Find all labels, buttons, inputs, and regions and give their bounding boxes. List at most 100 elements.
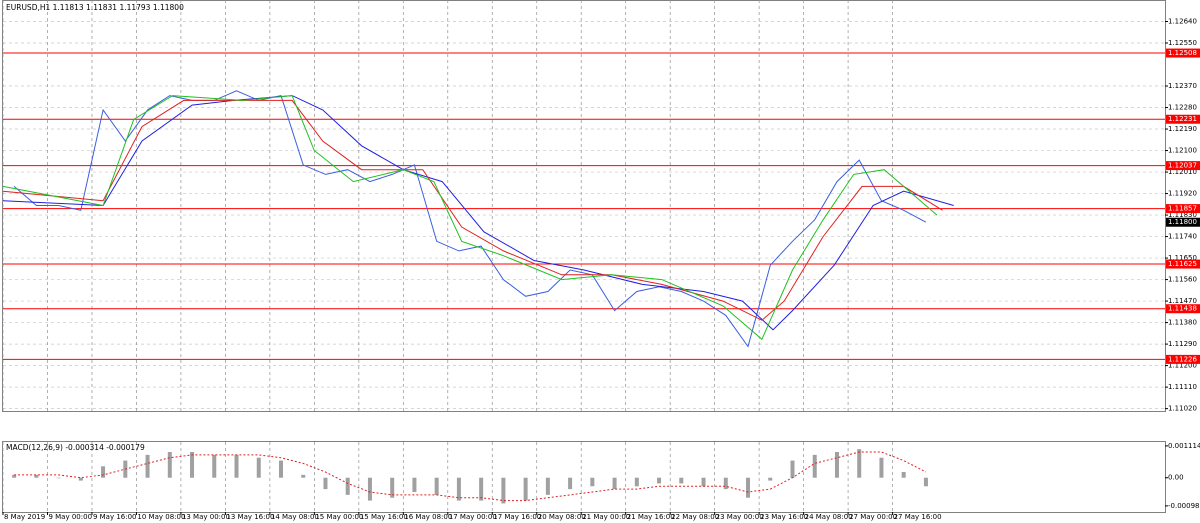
y-tick-label: 1.11560 bbox=[1168, 276, 1197, 284]
y-tick-label: 1.12640 bbox=[1168, 18, 1197, 26]
x-tick-label: 13 May 00:00 bbox=[182, 513, 230, 521]
y-tick-label: 1.11920 bbox=[1168, 190, 1197, 198]
histogram-bar bbox=[657, 477, 662, 484]
histogram-bar bbox=[390, 477, 395, 498]
axes: 1.12640 1.12550 1.12370 1.12280 1.12190 1.121… bbox=[2, 18, 1200, 521]
level-label: 1.11438 bbox=[1168, 305, 1197, 313]
histogram-bar bbox=[901, 472, 906, 478]
histogram-bar bbox=[412, 477, 417, 492]
y-tick-label: 1.11650 bbox=[1168, 254, 1197, 262]
x-tick-label: 27 May 16:00 bbox=[894, 513, 942, 521]
x-tick-label: 9 May 00:00 bbox=[48, 513, 92, 521]
histogram-bar bbox=[923, 477, 928, 487]
level-label: 1.12231 bbox=[1168, 115, 1197, 123]
series-line bbox=[2, 95, 954, 331]
histogram-bar bbox=[679, 477, 684, 484]
histogram-bar bbox=[879, 457, 884, 478]
y-tick-label: 1.11470 bbox=[1168, 297, 1197, 305]
level-label: 1.11625 bbox=[1168, 260, 1197, 268]
level-label: 1.11857 bbox=[1168, 205, 1197, 213]
x-tick-label: 8 May 2019 bbox=[4, 513, 45, 521]
x-tick-label: 21 May 16:00 bbox=[627, 513, 675, 521]
y-tick-label: 1.12190 bbox=[1168, 125, 1197, 133]
histogram-bar bbox=[34, 474, 39, 478]
y-tick-label: 1.11380 bbox=[1168, 319, 1197, 327]
histogram-bar bbox=[746, 477, 751, 498]
series-line bbox=[14, 451, 927, 502]
histogram-bar bbox=[857, 449, 862, 478]
histogram-bar bbox=[190, 452, 195, 478]
x-tick-label: 10 May 08:00 bbox=[137, 513, 185, 521]
macd-title: MACD(12,26,9) -0.000314 -0.000179 bbox=[6, 443, 145, 452]
level-label-box bbox=[1166, 161, 1200, 171]
histogram-bar bbox=[278, 460, 283, 478]
x-tick-label: 15 May 00:00 bbox=[315, 513, 363, 521]
histogram-bar bbox=[101, 466, 106, 478]
x-tick-label: 20 May 08:00 bbox=[538, 513, 586, 521]
y-tick-label: 1.12370 bbox=[1168, 82, 1197, 90]
level-label-box bbox=[1166, 114, 1200, 124]
y-tick-label: 1.12100 bbox=[1168, 147, 1197, 155]
y-tick-label: 1.11740 bbox=[1168, 233, 1197, 241]
histogram-bar bbox=[568, 477, 573, 490]
y-tick-label: 1.11290 bbox=[1168, 340, 1197, 348]
histogram-bar bbox=[701, 477, 706, 487]
histogram-bar bbox=[812, 454, 817, 478]
histogram-bar bbox=[323, 477, 328, 490]
y-tick-label: 1.11110 bbox=[1168, 383, 1197, 391]
x-tick-label: 16 May 08:00 bbox=[404, 513, 452, 521]
y-tick-label: 1.11200 bbox=[1168, 362, 1197, 370]
series-line bbox=[2, 95, 938, 341]
level-label: 1.12037 bbox=[1168, 162, 1197, 170]
histogram-bar bbox=[723, 477, 728, 490]
x-tick-label: 9 May 16:00 bbox=[93, 513, 137, 521]
histogram-bar bbox=[634, 477, 639, 487]
x-tick-label: 13 May 16:00 bbox=[226, 513, 274, 521]
x-tick-label: 21 May 00:00 bbox=[582, 513, 630, 521]
histogram-bar bbox=[234, 454, 239, 478]
histogram-bar bbox=[145, 454, 150, 478]
x-tick-label: 22 May 08:00 bbox=[671, 513, 719, 521]
level-label-box bbox=[1166, 304, 1200, 314]
histogram-bar bbox=[523, 477, 528, 501]
histogram-bar bbox=[167, 452, 172, 478]
x-tick-label: 15 May 16:00 bbox=[360, 513, 408, 521]
histogram-bar bbox=[501, 477, 506, 504]
y-tick-label: -0.000986 bbox=[1168, 502, 1200, 510]
histogram-bar bbox=[367, 477, 372, 501]
series-line bbox=[2, 99, 943, 321]
x-tick-label: 27 May 00:00 bbox=[849, 513, 897, 521]
marks bbox=[2, 52, 1165, 504]
main-panel bbox=[2, 0, 1166, 412]
price-label-box bbox=[1166, 217, 1200, 227]
macd-panel bbox=[2, 441, 1166, 513]
level-label-box bbox=[1166, 204, 1200, 214]
level-label-box bbox=[1166, 354, 1200, 364]
y-tick-label: 0.00 bbox=[1168, 474, 1184, 482]
histogram-bar bbox=[479, 477, 484, 501]
x-tick-label: 17 May 16:00 bbox=[493, 513, 541, 521]
y-tick-label: 1.12010 bbox=[1168, 168, 1197, 176]
x-tick-label: 24 May 08:00 bbox=[805, 513, 853, 521]
x-tick-label: 17 May 00:00 bbox=[449, 513, 497, 521]
y-tick-label: 1.12280 bbox=[1168, 104, 1197, 112]
y-tick-label: 0.001114 bbox=[1168, 442, 1200, 450]
histogram-bar bbox=[12, 474, 17, 478]
histogram-bar bbox=[834, 452, 839, 478]
histogram-bar bbox=[212, 454, 217, 478]
x-tick-label: 23 May 16:00 bbox=[760, 513, 808, 521]
histogram-bar bbox=[56, 477, 61, 479]
y-tick-label: 1.12550 bbox=[1168, 39, 1197, 47]
level-label-box bbox=[1166, 259, 1200, 269]
histogram-bar bbox=[590, 477, 595, 487]
series-line bbox=[13, 90, 927, 348]
histogram-bar bbox=[78, 477, 83, 481]
histogram-bar bbox=[345, 477, 350, 495]
level-label: 1.12508 bbox=[1168, 49, 1197, 57]
histogram-bar bbox=[790, 460, 795, 478]
level-label: 1.11226 bbox=[1168, 355, 1197, 363]
x-tick-label: 14 May 08:00 bbox=[271, 513, 319, 521]
